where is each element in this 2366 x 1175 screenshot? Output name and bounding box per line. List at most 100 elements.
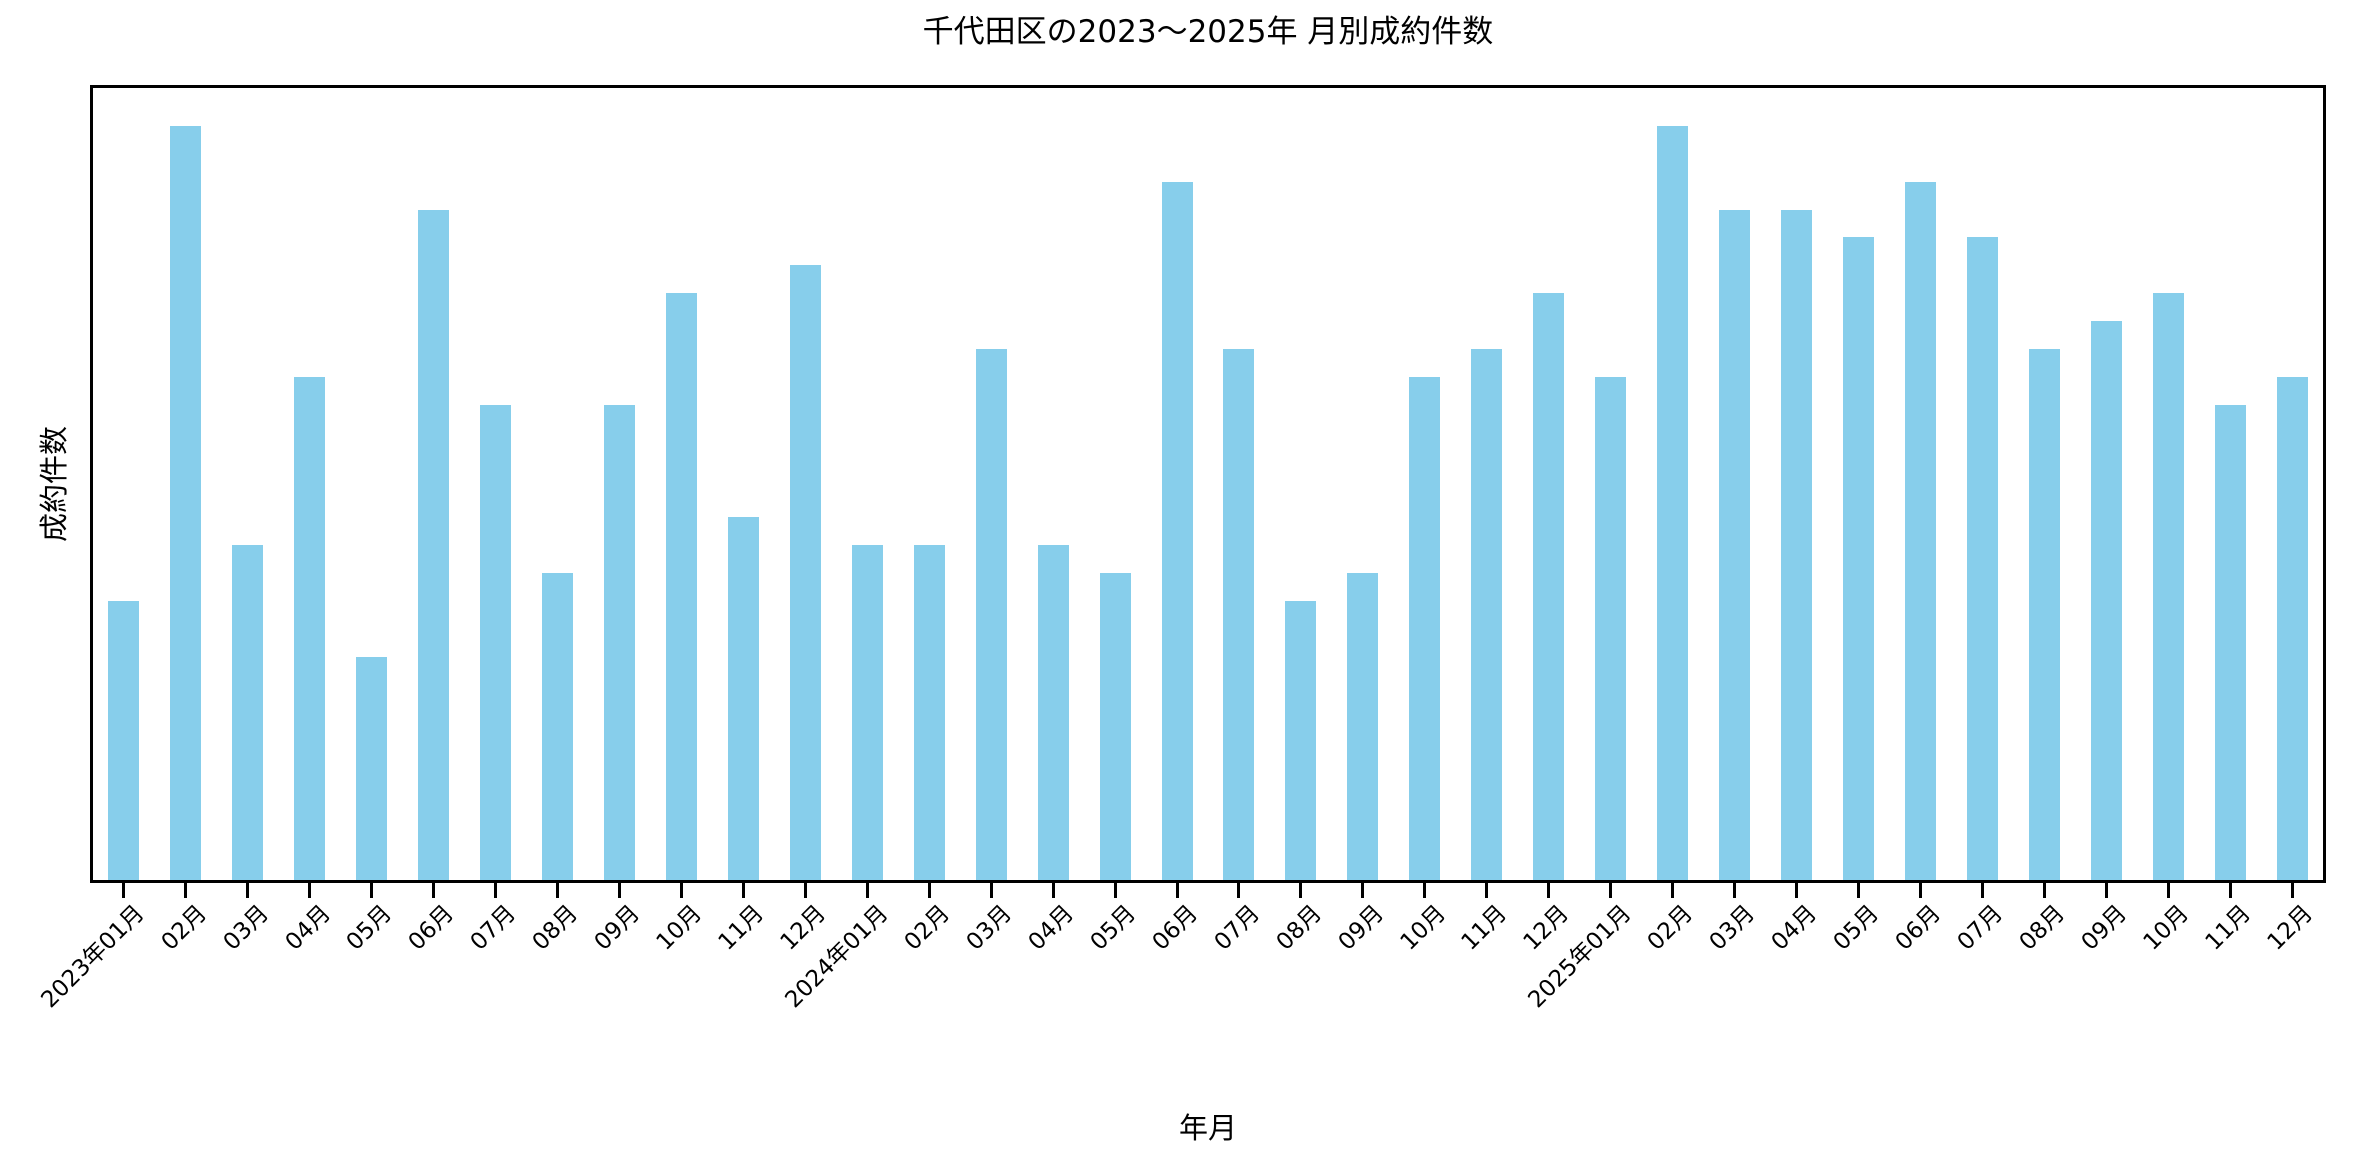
x-tick [1423, 883, 1427, 898]
x-tick-label: 06月 [1890, 900, 1947, 956]
x-tick [1299, 883, 1303, 898]
x-tick [1485, 883, 1489, 898]
bar [1842, 237, 1874, 880]
x-tick [2290, 883, 2294, 898]
x-tick [1361, 883, 1365, 898]
x-tick [184, 883, 188, 898]
bar [2152, 293, 2184, 880]
x-tick-label: 10月 [651, 900, 708, 956]
x-tick [865, 883, 869, 898]
x-tick-label: 07月 [1952, 900, 2008, 956]
x-tick-label: 03月 [961, 900, 1017, 956]
x-tick [308, 883, 312, 898]
x-tick-label: 04月 [1023, 900, 1079, 956]
bar [2090, 321, 2122, 880]
bar [2214, 405, 2246, 880]
bar [542, 572, 574, 880]
x-tick [1733, 883, 1737, 898]
x-tick [1609, 883, 1613, 898]
bar [294, 377, 326, 880]
x-tick-label: 05月 [342, 900, 398, 956]
x-tick [494, 883, 498, 898]
x-tick-label: 06月 [1147, 900, 1203, 956]
x-tick-label: 11月 [1457, 900, 1513, 956]
x-axis-label: 年月 [1178, 1111, 1237, 1145]
x-tick-label: 03月 [1704, 900, 1761, 956]
x-tick-label: 04月 [280, 900, 336, 956]
x-tick-label: 03月 [218, 900, 274, 956]
x-tick-label: 02月 [1642, 900, 1699, 956]
bar [1966, 237, 1998, 880]
x-tick [1980, 883, 1984, 898]
bar [2276, 377, 2308, 880]
x-tick-label: 11月 [713, 900, 770, 956]
bar [1223, 349, 1255, 880]
x-tick [432, 883, 436, 898]
x-tick [122, 883, 126, 898]
x-tick [246, 883, 250, 898]
bar [789, 265, 821, 880]
bar [1780, 209, 1812, 880]
x-tick-label: 02月 [899, 900, 955, 956]
x-tick-label: 05月 [1085, 900, 1141, 956]
x-tick-label: 07月 [465, 900, 522, 956]
x-tick [1794, 883, 1798, 898]
x-tick-label: 10月 [1395, 900, 1451, 956]
plot-area [90, 85, 2326, 883]
x-tick [1113, 883, 1117, 898]
y-axis-label: 成約件数 [37, 425, 71, 543]
bar [356, 656, 388, 880]
bar [1347, 572, 1379, 880]
bar [418, 209, 450, 880]
x-tick-label: 12月 [1519, 900, 1575, 956]
x-tick-label: 10月 [2138, 900, 2194, 956]
bar [480, 405, 512, 880]
bar [1719, 209, 1750, 880]
x-tick [1856, 883, 1860, 898]
bar [665, 293, 697, 880]
x-tick [2042, 883, 2046, 898]
x-tick [370, 883, 374, 898]
x-tick-label: 11月 [2200, 900, 2256, 956]
x-tick [1175, 883, 1179, 898]
x-tick [556, 883, 560, 898]
bar [851, 544, 883, 880]
x-tick [1671, 883, 1675, 898]
bar [604, 405, 635, 880]
x-tick [803, 883, 807, 898]
bar [1904, 181, 1936, 880]
x-tick-label: 12月 [2262, 900, 2318, 956]
x-tick [618, 883, 622, 898]
x-tick-label: 12月 [775, 900, 832, 956]
x-tick [2104, 883, 2108, 898]
bar [1285, 600, 1317, 880]
x-tick [989, 883, 993, 898]
x-tick-label: 06月 [404, 900, 460, 956]
bar [1471, 349, 1503, 880]
x-tick-label: 09月 [589, 900, 646, 956]
bar [1533, 293, 1565, 880]
x-tick-label: 08月 [1271, 900, 1327, 956]
x-tick-label: 02月 [156, 900, 212, 956]
x-tick-label: 05月 [1828, 900, 1885, 956]
x-tick [2166, 883, 2170, 898]
bar [1037, 544, 1069, 880]
bar [108, 600, 140, 880]
x-tick [2228, 883, 2232, 898]
bar [727, 516, 759, 880]
x-tick [741, 883, 745, 898]
bar [1657, 125, 1689, 880]
x-tick-label: 04月 [1766, 900, 1823, 956]
chart-title: 千代田区の2023〜2025年 月別成約件数 [922, 14, 1494, 50]
x-tick [1051, 883, 1055, 898]
bar [232, 544, 264, 880]
bar [2028, 349, 2060, 880]
x-tick [1918, 883, 1922, 898]
bar [1595, 377, 1627, 880]
x-tick-label: 09月 [2076, 900, 2132, 956]
bar [1409, 377, 1441, 880]
bar [1161, 181, 1193, 880]
x-tick [1237, 883, 1241, 898]
bar [1099, 572, 1131, 880]
